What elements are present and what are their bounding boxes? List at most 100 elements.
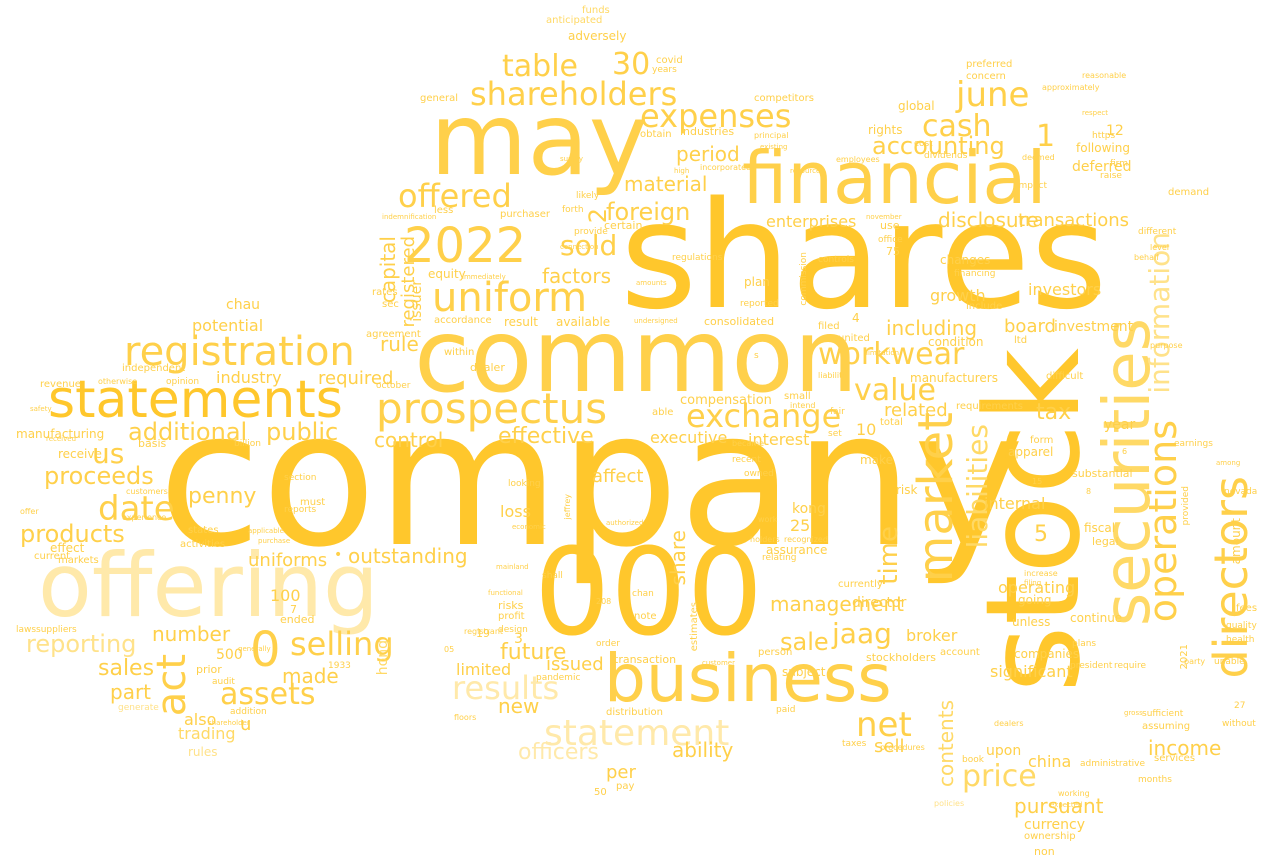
word-dealers: dealers	[994, 719, 1024, 728]
word-earnings: earnings	[1174, 439, 1213, 449]
word-high: high	[674, 167, 690, 175]
word-competitors: competitors	[754, 93, 814, 104]
word-functional: functional	[488, 589, 523, 597]
word-manufacturing: manufacturing	[16, 427, 105, 441]
word-owned: owned	[744, 469, 774, 479]
word-business: business	[604, 640, 892, 717]
word-condition: condition	[928, 335, 984, 349]
word-principal: principal	[754, 131, 789, 140]
word-controls: controls	[818, 255, 854, 265]
word-quality: quality	[1226, 621, 1257, 631]
word-health: health	[1226, 635, 1255, 645]
word-shall: shall	[542, 571, 563, 581]
word-use: use	[880, 219, 900, 232]
word-without: without	[1222, 719, 1256, 729]
word-years: years	[652, 65, 677, 75]
word-mainland: mainland	[496, 563, 529, 571]
word-pay: pay	[616, 781, 635, 792]
word-basis: basis	[138, 437, 167, 450]
word-require: require	[1114, 661, 1146, 671]
word-19: 19	[476, 627, 490, 640]
word-1933: 1933	[328, 661, 351, 671]
word-offer: offer	[20, 507, 39, 516]
word-result: result	[504, 315, 538, 329]
word-operating: operating	[998, 578, 1076, 597]
word-uniforms: uniforms	[248, 550, 328, 571]
word-uniform: uniform	[432, 275, 588, 321]
word-reports: reports	[284, 505, 317, 515]
word-sell: sell	[874, 736, 905, 757]
word-respect: respect	[1082, 109, 1109, 117]
word-substantial: substantial	[1072, 467, 1133, 480]
word-unable: unable	[1214, 657, 1245, 667]
word-statement: statement	[544, 713, 730, 754]
word-available: available	[556, 315, 611, 329]
word-set: set	[828, 429, 842, 439]
word-price: price	[962, 759, 1037, 794]
word-public: public	[266, 418, 339, 446]
word-party: party	[1184, 657, 1206, 666]
word-growth: growth	[930, 286, 986, 305]
word-period: period	[676, 142, 740, 166]
word-5: 5	[1034, 522, 1048, 547]
word-workwear: workwear	[818, 337, 965, 372]
word-applicable: applicable	[248, 527, 284, 535]
word-rule: rule	[380, 332, 419, 356]
word-approximately: approximately	[1042, 83, 1100, 92]
word-holders: holders	[750, 535, 780, 544]
word-distribution: distribution	[606, 707, 663, 718]
word-director: director	[852, 595, 907, 611]
word-control: control	[374, 428, 444, 452]
word-related: related	[884, 400, 948, 421]
word-accordance: accordance	[434, 315, 492, 326]
word-going: going	[1018, 593, 1052, 607]
word-dealer: dealer	[470, 361, 505, 374]
word-prospectus: prospectus	[376, 384, 608, 433]
word-shareholder: shareholder	[208, 719, 250, 727]
word-0: 0	[250, 622, 281, 678]
word-procedures: procedures	[880, 743, 925, 752]
word-8: 8	[1086, 487, 1092, 496]
word-addition: addition	[230, 707, 267, 717]
word-financing: financing	[954, 269, 996, 279]
word-12: 12	[1106, 123, 1124, 139]
word-estimates: estimates	[689, 602, 700, 652]
word-connection: connection	[560, 243, 599, 251]
word-statements: statements	[48, 370, 343, 430]
word-share: share	[666, 530, 690, 586]
word-registration: registration	[124, 329, 355, 375]
word-generate: generate	[118, 703, 159, 713]
word-stockholders: stockholders	[866, 651, 936, 664]
word-s: s	[754, 351, 759, 361]
word-china: china	[1028, 752, 1072, 771]
word-liability: liability	[818, 371, 847, 380]
word-customers: customers	[126, 487, 168, 496]
word-assurance: assurance	[766, 543, 828, 557]
word-policies: policies	[934, 799, 965, 808]
word-difficult: difficult	[1046, 371, 1084, 382]
word-dividends: dividends	[924, 151, 968, 161]
word-compensation: compensation	[680, 393, 772, 408]
word-ended: ended	[280, 613, 315, 626]
word-obtain: obtain	[640, 129, 672, 140]
word-10: 10	[856, 420, 877, 439]
word-officers: officers	[518, 740, 599, 765]
word-independent: independent	[122, 363, 186, 374]
word-resources: resources	[790, 167, 824, 175]
word-us: us	[92, 437, 125, 470]
word-results: results	[452, 669, 560, 707]
word-account: account	[940, 647, 980, 658]
word-assuming: assuming	[1142, 721, 1191, 732]
word-rates: rates	[372, 287, 398, 298]
word-non: non	[1034, 845, 1055, 858]
word-consolidated: consolidated	[704, 315, 775, 328]
word-changes: changes	[940, 253, 991, 267]
word-6: 6	[1122, 447, 1128, 456]
word-selling: selling	[290, 625, 394, 663]
word-value: value	[854, 373, 936, 408]
word-section: section	[284, 473, 317, 483]
word-shareholders: shareholders	[470, 75, 678, 113]
word-current: current	[34, 551, 71, 562]
word-potential: potential	[192, 316, 264, 335]
word-less: less	[434, 205, 454, 216]
